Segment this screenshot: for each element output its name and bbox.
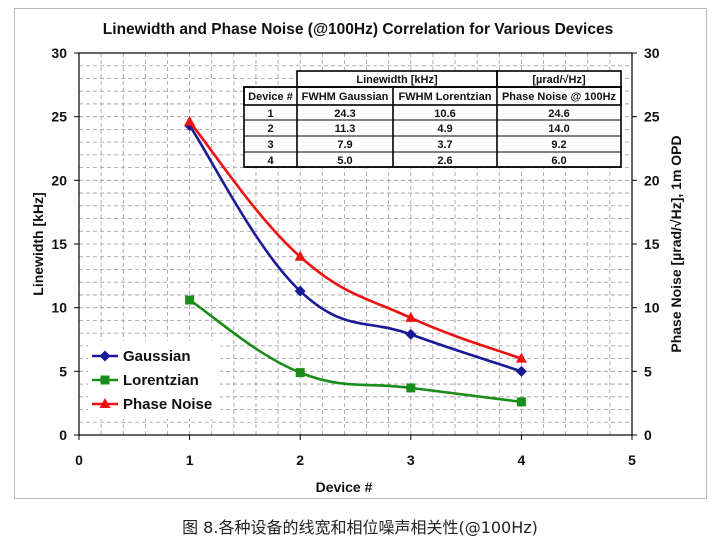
legend-marker-gaussian	[99, 350, 111, 362]
table-cell: 7.9	[337, 139, 352, 151]
table-group-header: Linewidth [kHz]	[356, 74, 438, 86]
table-cell: 5.0	[337, 155, 352, 167]
chart-title: Linewidth and Phase Noise (@100Hz) Corre…	[103, 21, 613, 38]
data-table: Linewidth [kHz] [µrad/√Hz] Device # FWHM Ga…	[243, 70, 622, 168]
table-cell: 24.3	[334, 108, 355, 120]
x-tick-label: 4	[518, 452, 526, 468]
y-tick-label: 15	[51, 236, 67, 252]
legend-label-lorentzian: Lorentzian	[123, 372, 199, 389]
table-column-header: FWHM Lorentzian	[399, 91, 492, 103]
data-point-lorentzian	[295, 368, 305, 378]
x-tick-label: 3	[407, 452, 415, 468]
x-axis-label: Device #	[316, 479, 373, 495]
y-tick-label: 30	[51, 45, 67, 61]
x-tick-label: 5	[628, 452, 636, 468]
table-cell: 10.6	[434, 108, 455, 120]
x-tick-label: 1	[186, 452, 194, 468]
table-group-header: [µrad/√Hz]	[532, 74, 586, 86]
series-layer	[184, 115, 527, 407]
y2-tick-label: 30	[644, 45, 660, 61]
series-line-gaussian	[188, 124, 522, 373]
table-group-background	[297, 71, 621, 87]
y-tick-label: 20	[51, 172, 67, 188]
table-cell: 3.7	[437, 139, 452, 151]
legend-label-gaussian: Gaussian	[123, 348, 191, 365]
y2-tick-label: 20	[644, 172, 660, 188]
y2-tick-label: 5	[644, 363, 652, 379]
table-column-header: Device #	[248, 91, 293, 103]
table-border	[243, 86, 622, 168]
y2-tick-label: 25	[644, 109, 660, 125]
series-line-phase-noise	[188, 120, 522, 360]
data-point-phase-noise	[515, 352, 527, 363]
y2-axis-label: Phase Noise [µrad/√Hz], 1m OPD	[668, 135, 684, 352]
table-cell: 24.6	[548, 108, 569, 120]
table-cell: 6.0	[551, 155, 566, 167]
y2-tick-label: 15	[644, 236, 660, 252]
table-cell: 11.3	[335, 123, 356, 135]
y-axis-label: Linewidth [kHz]	[30, 192, 46, 295]
data-point-gaussian	[515, 365, 527, 377]
table-cell: 14.0	[548, 123, 569, 135]
data-point-phase-noise	[405, 311, 417, 322]
series-line-lorentzian	[188, 298, 522, 404]
table-cell: 4	[267, 155, 274, 167]
legend: Gaussian Lorentzian Phase Noise	[88, 341, 220, 419]
data-point-lorentzian	[406, 383, 416, 393]
y2-tick-label: 10	[644, 300, 660, 316]
table-cell: 4.9	[437, 123, 452, 135]
y-tick-label: 0	[59, 427, 67, 443]
data-point-lorentzian	[516, 397, 526, 407]
table-column-header: FWHM Gaussian	[302, 91, 389, 103]
y-tick-label: 5	[59, 363, 67, 379]
y2-tick-label: 0	[644, 427, 652, 443]
table-cell: 9.2	[551, 139, 566, 151]
x-tick-label: 2	[296, 452, 304, 468]
legend-marker-lorentzian	[100, 375, 110, 385]
y-tick-label: 10	[51, 300, 67, 316]
table-column-header: Phase Noise @ 100Hz	[502, 91, 617, 103]
data-point-phase-noise	[184, 115, 196, 126]
data-point-gaussian	[405, 328, 417, 340]
table-background	[244, 87, 621, 167]
table-cell: 2.6	[437, 155, 452, 167]
table-cell: 1	[267, 108, 273, 120]
data-point-gaussian	[294, 285, 306, 297]
legend-marker-phase-noise	[99, 398, 111, 408]
x-tick-label: 0	[75, 452, 83, 468]
data-point-phase-noise	[294, 250, 306, 261]
figure-caption: 图 8.各种设备的线宽和相位噪声相关性(@100Hz)	[182, 518, 538, 537]
legend-label-phase-noise: Phase Noise	[123, 396, 212, 413]
table-cell: 3	[267, 139, 273, 151]
y-tick-label: 25	[51, 109, 67, 125]
data-point-lorentzian	[185, 295, 195, 305]
table-cell: 2	[267, 123, 273, 135]
